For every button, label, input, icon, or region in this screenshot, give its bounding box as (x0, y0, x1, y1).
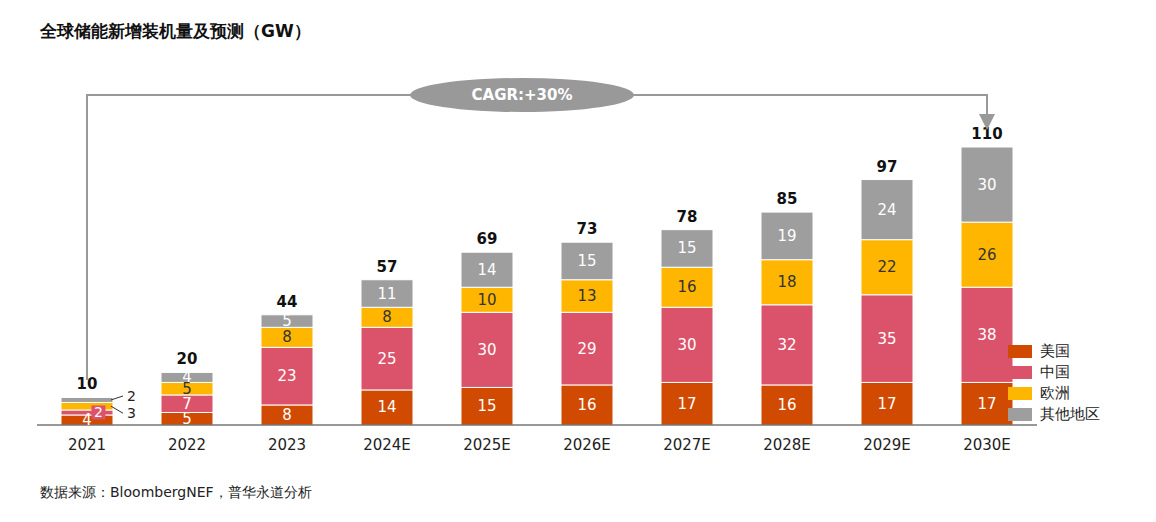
html-text:全球储能新增装机量及预测（GW）: 全球储能新增装机量及预测（GW） (40, 21, 311, 41)
svg-text:73: 73 (577, 220, 598, 238)
svg-text:57: 57 (377, 258, 398, 276)
html-text:美国: 美国 (1040, 342, 1070, 360)
svg-text:10: 10 (477, 291, 496, 309)
svg-text:5: 5 (182, 379, 192, 398)
svg-text:2024E: 2024E (363, 436, 411, 454)
svg-text:2: 2 (94, 404, 103, 420)
svg-text:14: 14 (377, 398, 396, 416)
svg-text:69: 69 (477, 230, 498, 248)
svg-text:7: 7 (182, 394, 192, 413)
svg-text:20: 20 (177, 350, 198, 368)
svg-text:2025E: 2025E (463, 436, 511, 454)
html-text:其他地区: 其他地区 (1040, 405, 1100, 423)
html-text:数据来源：BloombergNEF，普华永道分析: 数据来源：BloombergNEF，普华永道分析 (40, 484, 312, 500)
svg-text:110: 110 (971, 125, 1002, 143)
svg-text:17: 17 (677, 395, 696, 413)
svg-text:2: 2 (127, 388, 136, 404)
svg-text:2021: 2021 (68, 436, 106, 454)
svg-text:2022: 2022 (168, 436, 206, 454)
svg-text:4: 4 (182, 368, 192, 386)
svg-text:26: 26 (977, 246, 996, 264)
svg-text:2027E: 2027E (663, 436, 711, 454)
html-text:欧洲: 欧洲 (1040, 384, 1070, 402)
svg-text:5: 5 (282, 312, 292, 330)
svg-text:35: 35 (877, 330, 896, 348)
svg-text:2023: 2023 (268, 436, 306, 454)
svg-text:2028E: 2028E (763, 436, 811, 454)
svg-text:CAGR:+30%: CAGR:+30% (472, 86, 573, 104)
svg-text:23: 23 (277, 367, 296, 385)
svg-text:2030E: 2030E (963, 436, 1011, 454)
svg-text:97: 97 (877, 158, 898, 176)
svg-text:16: 16 (577, 396, 596, 414)
svg-text:18: 18 (777, 273, 796, 291)
svg-text:19: 19 (777, 227, 796, 245)
svg-text:30: 30 (677, 336, 696, 354)
svg-text:16: 16 (777, 396, 796, 414)
svg-text:15: 15 (577, 252, 596, 270)
svg-text:38: 38 (977, 326, 996, 344)
svg-text:2029E: 2029E (863, 436, 911, 454)
svg-text:10: 10 (77, 375, 98, 393)
svg-text:22: 22 (877, 258, 896, 276)
svg-text:78: 78 (677, 208, 698, 226)
svg-text:30: 30 (477, 341, 496, 359)
svg-text:16: 16 (677, 278, 696, 296)
svg-text:8: 8 (282, 328, 292, 346)
svg-text:17: 17 (977, 395, 996, 413)
svg-text:25: 25 (377, 350, 396, 368)
svg-text:15: 15 (477, 397, 496, 415)
svg-text:4: 4 (82, 411, 92, 429)
svg-text:32: 32 (777, 336, 796, 354)
svg-text:5: 5 (182, 409, 192, 428)
svg-text:29: 29 (577, 340, 596, 358)
svg-text:8: 8 (382, 308, 392, 326)
svg-text:8: 8 (282, 406, 292, 424)
svg-text:85: 85 (777, 190, 798, 208)
svg-text:14: 14 (477, 261, 496, 279)
svg-text:15: 15 (677, 239, 696, 257)
svg-text:44: 44 (277, 293, 298, 311)
html-text:中国: 中国 (1040, 363, 1070, 381)
svg-text:30: 30 (977, 176, 996, 194)
svg-text:2026E: 2026E (563, 436, 611, 454)
svg-text:17: 17 (877, 395, 896, 413)
svg-text:24: 24 (877, 201, 896, 219)
svg-text:3: 3 (127, 405, 136, 421)
svg-text:13: 13 (577, 287, 596, 305)
svg-text:11: 11 (377, 285, 396, 303)
